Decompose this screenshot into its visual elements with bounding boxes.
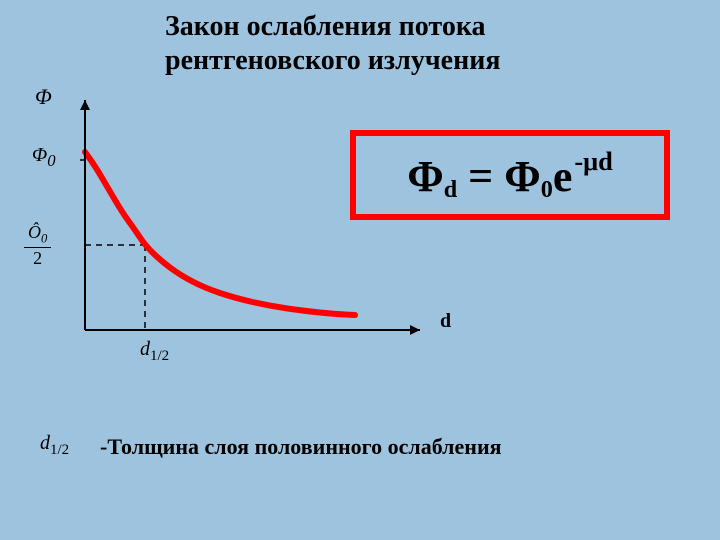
- title-line1: Закон ослабления потока: [165, 11, 486, 42]
- title: Закон ослабления потока рентгеновского и…: [165, 10, 501, 77]
- x-axis-label: d: [440, 310, 451, 333]
- attenuation-chart: [30, 90, 440, 350]
- formula-phi-0: Φ: [504, 152, 540, 201]
- formula: Φd = Φ0e-μd: [407, 146, 613, 204]
- formula-box: Φd = Φ0e-μd: [350, 130, 670, 220]
- legend-d12-symbol: d1/2: [40, 432, 69, 454]
- d12-sub: 1/2: [150, 348, 169, 364]
- legend-d12-d: d: [40, 432, 50, 454]
- legend-d12-sub: 1/2: [50, 442, 69, 458]
- formula-phi-d: Φ: [407, 152, 443, 201]
- title-line2: рентгеновского излучения: [165, 45, 501, 76]
- legend-d12: d1/2: [40, 432, 69, 459]
- formula-eq: =: [457, 152, 504, 201]
- formula-exp: -μd: [574, 146, 612, 176]
- formula-sub-0: 0: [541, 176, 553, 203]
- legend-text: -Толщина слоя половинного ослабления: [100, 434, 502, 460]
- formula-e: e: [553, 152, 573, 201]
- page-root: Закон ослабления потока рентгеновского и…: [0, 0, 720, 540]
- formula-sub-d: d: [444, 176, 457, 203]
